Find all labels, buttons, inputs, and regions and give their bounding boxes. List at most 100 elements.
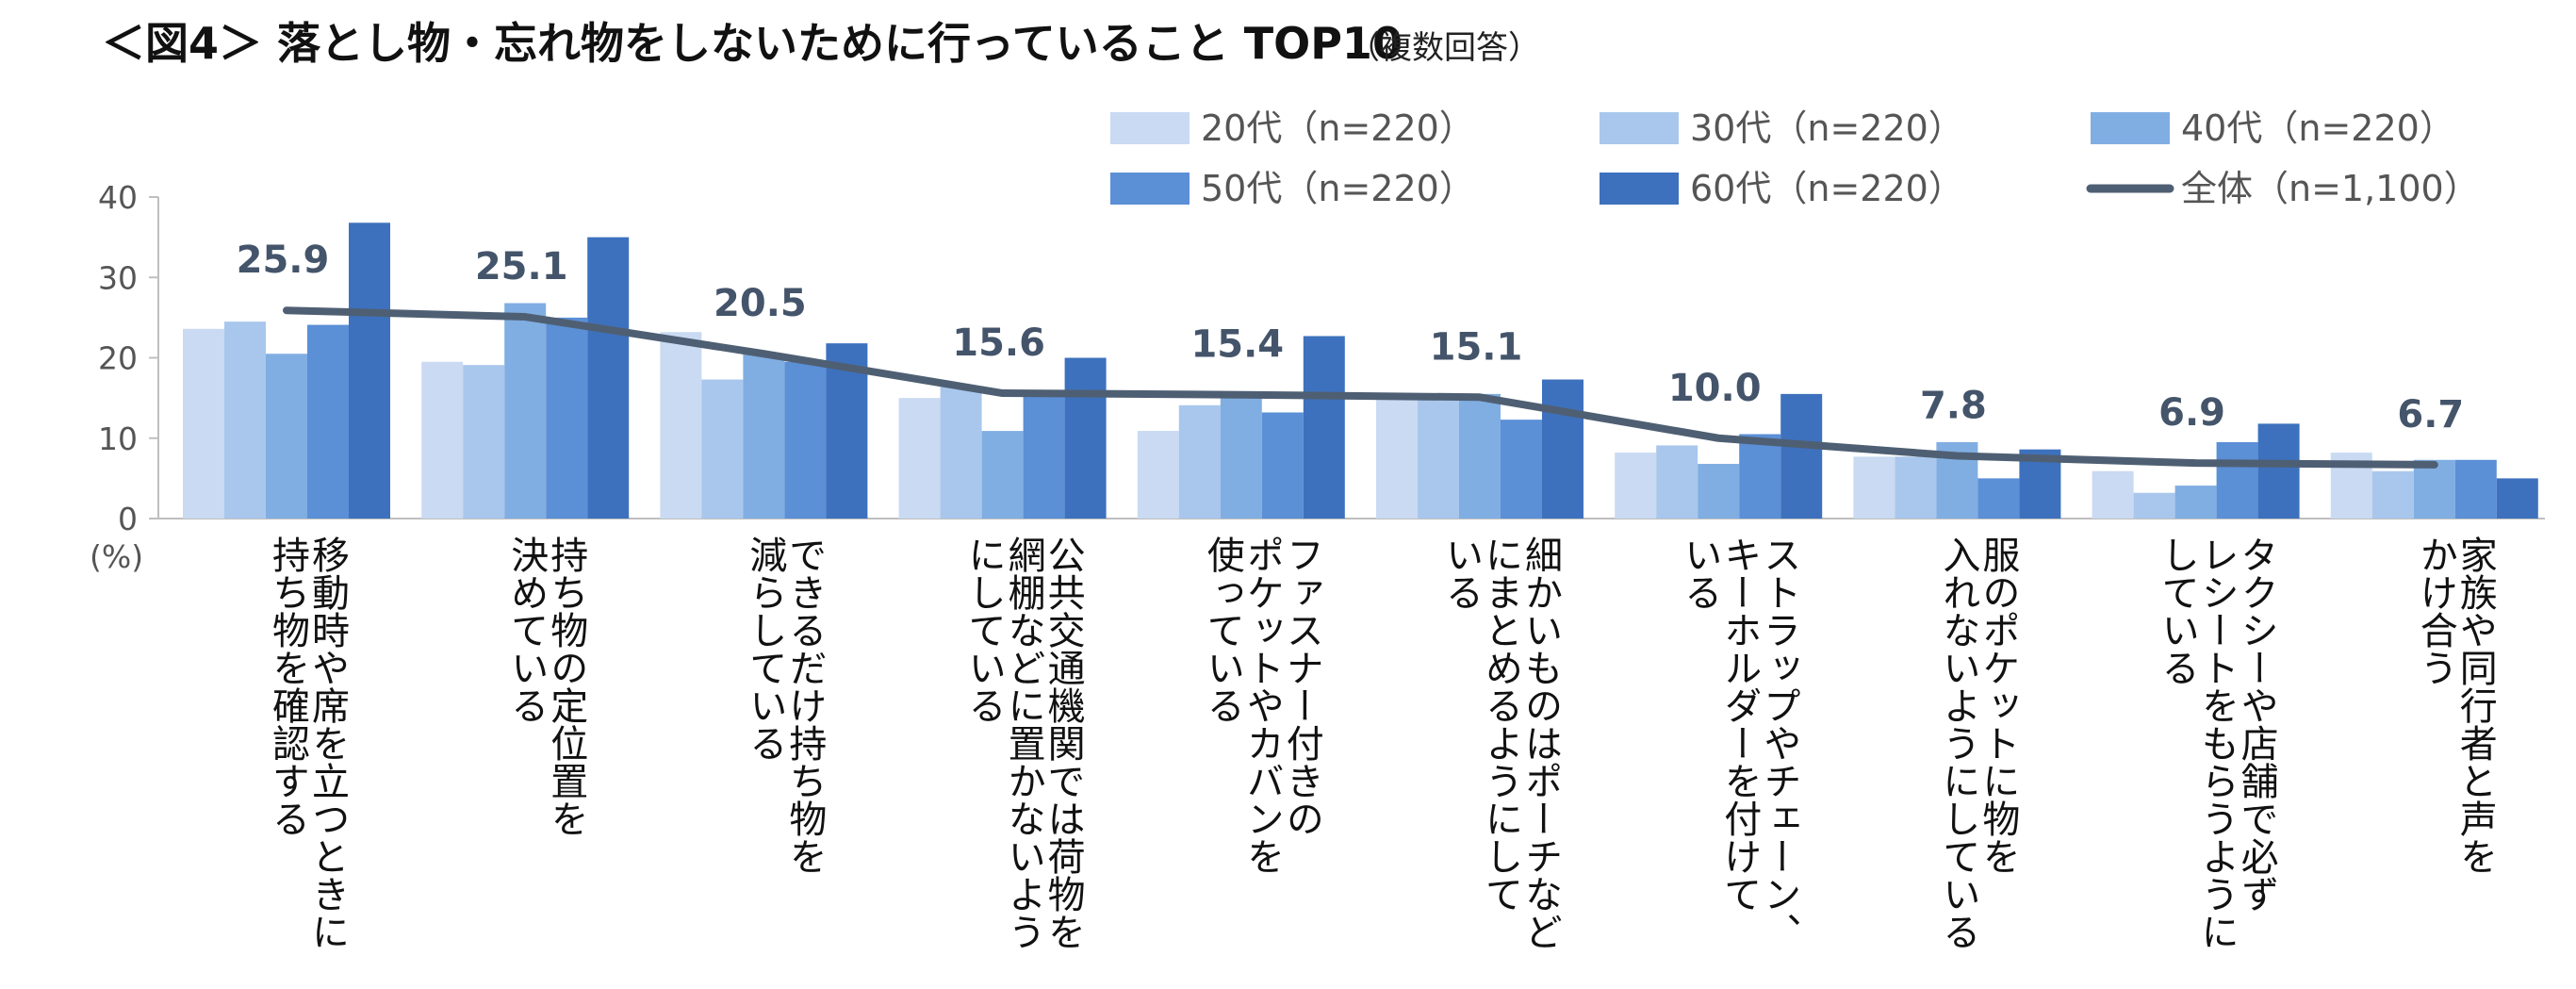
bar (421, 361, 464, 519)
bar (1023, 393, 1065, 519)
bar (1656, 445, 1698, 519)
legend-item: 60代（n=220） (1600, 168, 1964, 209)
total-data-label: 10.0 (1668, 367, 1762, 410)
legend-item: 20代（n=220） (1110, 107, 1475, 149)
category-label-line: 公共交通機関では荷物を (1042, 536, 1085, 950)
bar (2216, 442, 2258, 519)
category-label-line: 減らしている (743, 536, 786, 762)
legend-swatch (1110, 173, 1190, 205)
bar (504, 303, 547, 519)
total-data-label: 15.4 (1190, 323, 1284, 367)
category-label-line: かけ合う (2414, 536, 2457, 686)
category-label-line: している (2156, 536, 2199, 686)
bar (1137, 431, 1179, 519)
y-tick-label: 0 (118, 501, 138, 537)
bar (898, 398, 941, 519)
category-label-line: 決めている (504, 536, 548, 724)
total-data-label: 7.8 (1920, 385, 1987, 428)
bar (1501, 420, 1542, 519)
bar (1615, 453, 1657, 519)
bar (1303, 336, 1345, 519)
bar (349, 223, 390, 519)
category-label-line: 持ち物の定位置を (544, 536, 587, 837)
legend-label: 30代（n=220） (1690, 107, 1964, 149)
bar (266, 354, 307, 519)
legend-item: 50代（n=220） (1110, 168, 1475, 209)
bar (701, 379, 744, 519)
bar (2371, 470, 2414, 519)
bar (940, 387, 982, 519)
bar (1220, 398, 1262, 519)
bar (1418, 398, 1459, 519)
bar (1780, 393, 1823, 519)
bar (1459, 393, 1501, 519)
category-label-line: 持ち物を確認する (266, 536, 309, 837)
category-label-line: いる (1678, 536, 1721, 611)
y-tick-label: 40 (98, 179, 138, 216)
bar (1698, 464, 1740, 519)
bar (224, 321, 266, 519)
bar (2257, 423, 2300, 519)
bar (1739, 434, 1781, 519)
category-label-line: ストラップやチェーン、 (1757, 536, 1800, 950)
bar (546, 317, 588, 519)
category-label-line: ファスナー付きの (1280, 536, 1323, 837)
total-data-label: 25.1 (475, 245, 568, 288)
legend-swatch (1600, 112, 1679, 144)
unit-label: (%) (90, 538, 143, 575)
y-tick-label: 20 (98, 340, 138, 377)
legend-label: 60代（n=220） (1690, 168, 1964, 209)
category-label-line: レシートをもらうように (2195, 536, 2239, 950)
legend-swatch (1110, 112, 1190, 144)
bar (183, 328, 224, 519)
category-label-line: 入れないようにしている (1936, 536, 1979, 950)
bars (183, 223, 2538, 519)
total-line-group: 25.9 25.1 20.5 15.6 15.4 15.1 10.0 7.8 6.9 6.7 (237, 239, 2464, 469)
bar (1853, 456, 1895, 519)
bar (2496, 478, 2538, 519)
y-tick-label: 10 (98, 420, 138, 457)
legend-label: 40代（n=220） (2181, 107, 2455, 149)
legend-swatch (2091, 112, 2170, 144)
y-tick-label: 30 (98, 259, 138, 296)
category-label-line: ポケットやカバンを (1240, 536, 1284, 875)
bar (2133, 492, 2175, 519)
category-label-line: できるだけ持ち物を (782, 536, 826, 875)
category-label-line: 細かいものはポーチなど (1518, 536, 1562, 950)
total-data-label: 25.9 (237, 239, 330, 282)
category-label-line: タクシーや店舗で必ず (2235, 536, 2279, 913)
legend-label: 50代（n=220） (1201, 168, 1475, 209)
total-series-line (283, 306, 2438, 469)
chart-title: ＜図4＞ 落とし物・忘れ物をしないために行っていること TOP10 (102, 18, 1403, 69)
bar (2413, 459, 2455, 519)
bar (1542, 379, 1583, 519)
category-label-line: 網棚などに置かないよう (1002, 536, 1045, 950)
legend: 20代（n=220） 30代（n=220） 40代（n=220） 50代（n=220）… (1110, 107, 2480, 209)
bar (743, 354, 785, 519)
category-label-line: いる (1439, 536, 1483, 611)
bar (2454, 459, 2497, 519)
legend-label: 20代（n=220） (1201, 107, 1475, 149)
legend-swatch (1600, 173, 1679, 205)
category-label-line: 服のポケットに物を (1976, 536, 2019, 875)
bar (660, 332, 702, 519)
bar (1178, 404, 1221, 519)
bar (784, 361, 827, 519)
legend-label: 全体（n=1,100） (2181, 168, 2480, 209)
bar (307, 324, 349, 519)
bar (1977, 478, 2020, 519)
bar (463, 365, 505, 519)
legend-item: 40代（n=220） (2091, 107, 2455, 149)
total-data-label: 15.1 (1430, 325, 1523, 369)
bar (2092, 470, 2134, 519)
bar (1376, 398, 1418, 519)
